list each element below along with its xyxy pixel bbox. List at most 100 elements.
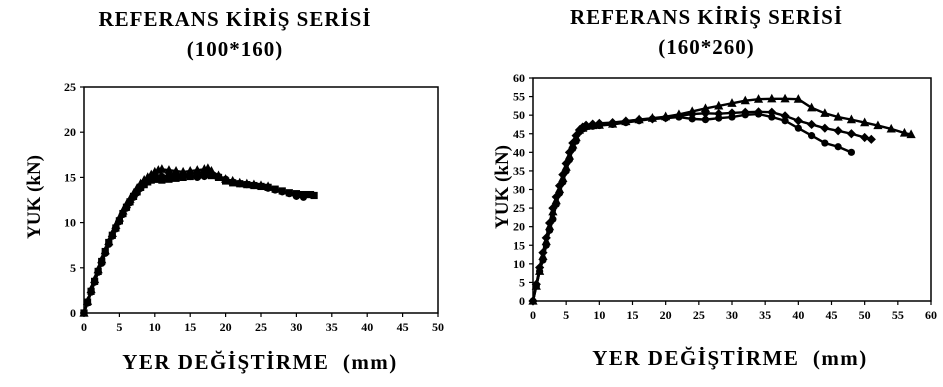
data-point-triangle — [753, 94, 764, 103]
data-point-circle — [172, 171, 180, 179]
data-point-circle — [112, 225, 120, 233]
data-point-circle — [257, 182, 265, 191]
y-tick-label: 15 — [513, 238, 525, 252]
data-point-triangle — [157, 164, 167, 173]
data-point-circle — [165, 171, 173, 180]
x-tick-label: 10 — [593, 308, 605, 322]
data-point-triangle — [740, 95, 750, 105]
data-point-circle — [122, 204, 131, 212]
data-point-diamond — [820, 123, 830, 133]
y-tick-label: 55 — [513, 90, 525, 104]
data-point-circle — [821, 139, 829, 147]
data-point-diamond — [780, 111, 790, 121]
data-point-circle — [285, 190, 293, 198]
x-tick-label: 25 — [255, 320, 267, 334]
y-tick-label: 20 — [513, 220, 525, 234]
data-point-triangle — [192, 165, 202, 174]
y-tick-label: 5 — [519, 275, 525, 289]
x-tick-label: 35 — [326, 320, 338, 334]
y-tick-label: 50 — [513, 108, 525, 122]
data-point-diamond — [753, 107, 764, 117]
data-point-triangle — [807, 102, 817, 112]
data-point-circle — [229, 178, 237, 186]
x-tick-label: 10 — [149, 320, 161, 334]
data-point-square — [172, 174, 180, 182]
data-point-diamond — [793, 116, 803, 126]
data-point-circle — [701, 116, 710, 124]
data-point-diamond — [833, 126, 843, 136]
data-point-diamond — [661, 113, 671, 123]
plot-area — [83, 86, 439, 314]
data-point-circle — [200, 172, 208, 181]
data-point-circle — [768, 113, 776, 121]
y-tick-label: 0 — [70, 306, 76, 320]
series-line — [82, 173, 304, 314]
data-point-circle — [80, 309, 88, 317]
data-point-diamond — [727, 108, 737, 118]
y-tick-label: 30 — [513, 183, 525, 197]
data-point-circle — [126, 199, 134, 207]
data-point-triangle — [700, 103, 711, 113]
data-point-diamond — [535, 262, 545, 273]
data-point-diamond — [807, 119, 817, 130]
series-line — [531, 112, 852, 302]
data-point-circle — [688, 115, 696, 123]
y-tick-label: 25 — [64, 80, 76, 94]
y-tick-label: 0 — [519, 294, 525, 308]
chart-plot-right: 0 5 10 15 20 25 30 35 40 45 50 55 60 0 5 10 15 20 25 30 35 40… — [513, 71, 937, 322]
data-point-diamond — [866, 134, 876, 144]
data-point-triangle — [886, 123, 896, 133]
data-point-circle — [105, 240, 113, 248]
x-tick-label: 50 — [859, 308, 871, 322]
data-point-circle — [271, 186, 279, 194]
data-point-circle — [83, 299, 92, 307]
data-point-triangle — [906, 129, 916, 139]
data-point-diamond — [860, 132, 870, 143]
data-point-diamond — [564, 147, 575, 157]
data-point-diamond — [767, 107, 777, 117]
data-point-diamond — [740, 107, 750, 117]
data-point-triangle — [846, 114, 856, 124]
y-tick-label: 10 — [513, 257, 525, 271]
data-series — [529, 110, 855, 305]
data-point-circle — [207, 171, 216, 179]
chart-right: REFERANS KİRİŞ SERİSİ (160*260) YUK (kN)… — [470, 0, 943, 387]
x-axis-label: YER DEĞİŞTİRME (mm) — [122, 350, 398, 374]
y-tick-label: 35 — [513, 164, 525, 178]
x-tick-label: 30 — [290, 320, 302, 334]
chart-subtitle: (160*260) — [658, 35, 755, 59]
data-point-diamond — [528, 296, 538, 306]
y-tick-label: 40 — [513, 145, 525, 159]
data-series — [80, 171, 308, 317]
data-point-diamond — [674, 111, 684, 121]
x-axis-label: YER DEĞİŞTİRME (mm) — [592, 346, 868, 370]
x-tick-label: 45 — [397, 320, 409, 334]
data-point-triangle — [727, 98, 737, 107]
x-tick-label: 35 — [759, 308, 771, 322]
data-point-diamond — [581, 120, 591, 130]
chart-title: REFERANS KİRİŞ SERİSİ — [569, 5, 844, 29]
x-tick-label: 0 — [81, 320, 87, 334]
x-tick-label: 30 — [726, 308, 738, 322]
data-point-circle — [119, 210, 127, 219]
x-tick-label: 5 — [116, 320, 122, 334]
data-point-diamond — [531, 279, 541, 289]
y-tick-label: 10 — [64, 216, 76, 230]
data-point-circle — [94, 268, 102, 276]
data-point-circle — [158, 172, 166, 181]
data-point-circle — [264, 184, 272, 192]
data-point-diamond — [714, 109, 724, 119]
data-point-circle — [794, 124, 802, 132]
data-point-diamond — [846, 129, 856, 139]
x-tick-label: 50 — [432, 320, 444, 334]
data-point-circle — [151, 173, 159, 181]
data-point-circle — [781, 117, 789, 125]
x-tick-label: 15 — [627, 308, 639, 322]
data-point-circle — [98, 259, 106, 267]
data-point-circle — [115, 218, 123, 226]
x-tick-label: 25 — [693, 308, 705, 322]
data-point-triangle — [873, 120, 883, 130]
x-tick-label: 20 — [220, 320, 232, 334]
chart-subtitle: (100*160) — [186, 37, 284, 61]
data-point-diamond — [554, 181, 565, 191]
